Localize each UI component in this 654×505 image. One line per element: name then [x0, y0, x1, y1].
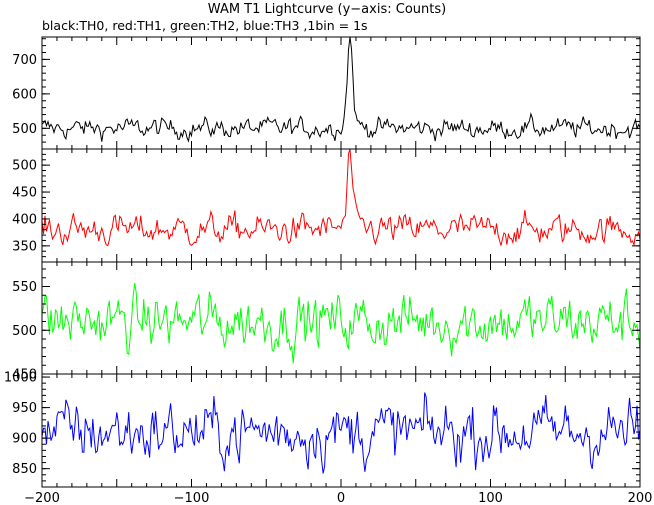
y-tick-label: 600: [12, 87, 37, 102]
series-th1-line: [41, 148, 641, 247]
y-tick-label: 500: [12, 324, 37, 339]
x-tick-label: 100: [478, 491, 503, 505]
series-th0-line: [41, 36, 641, 143]
y-tick-label: 500: [12, 122, 37, 137]
y-tick-label: 700: [12, 53, 37, 68]
y-tick-label: 550: [12, 280, 37, 295]
y-tick-label: 500: [12, 159, 37, 174]
y-tick-label: 450: [12, 368, 37, 383]
y-tick-label: 400: [12, 212, 37, 227]
y-tick-label: 350: [12, 239, 37, 254]
chart-title: WAM T1 Lightcurve (y−axis: Counts): [207, 2, 447, 17]
y-tick-label: 950: [12, 401, 37, 416]
x-tick-label: −200: [24, 491, 60, 505]
y-tick-label: 1000: [4, 371, 37, 386]
x-tick-label: 0: [337, 491, 345, 505]
y-tick-label: 900: [12, 432, 37, 447]
y-tick-label: 450: [12, 186, 37, 201]
x-tick-label: 200: [628, 491, 653, 505]
x-tick-label: −100: [174, 491, 210, 505]
y-tick-label: 850: [12, 462, 37, 477]
series-th3-line: [41, 392, 641, 474]
series-th2-line: [41, 283, 641, 364]
panel-th0-frame: [41, 36, 641, 150]
panel-th1-frame: [41, 148, 641, 263]
chart-subtitle: black:TH0, red:TH1, green:TH2, blue:TH3 …: [42, 18, 368, 33]
